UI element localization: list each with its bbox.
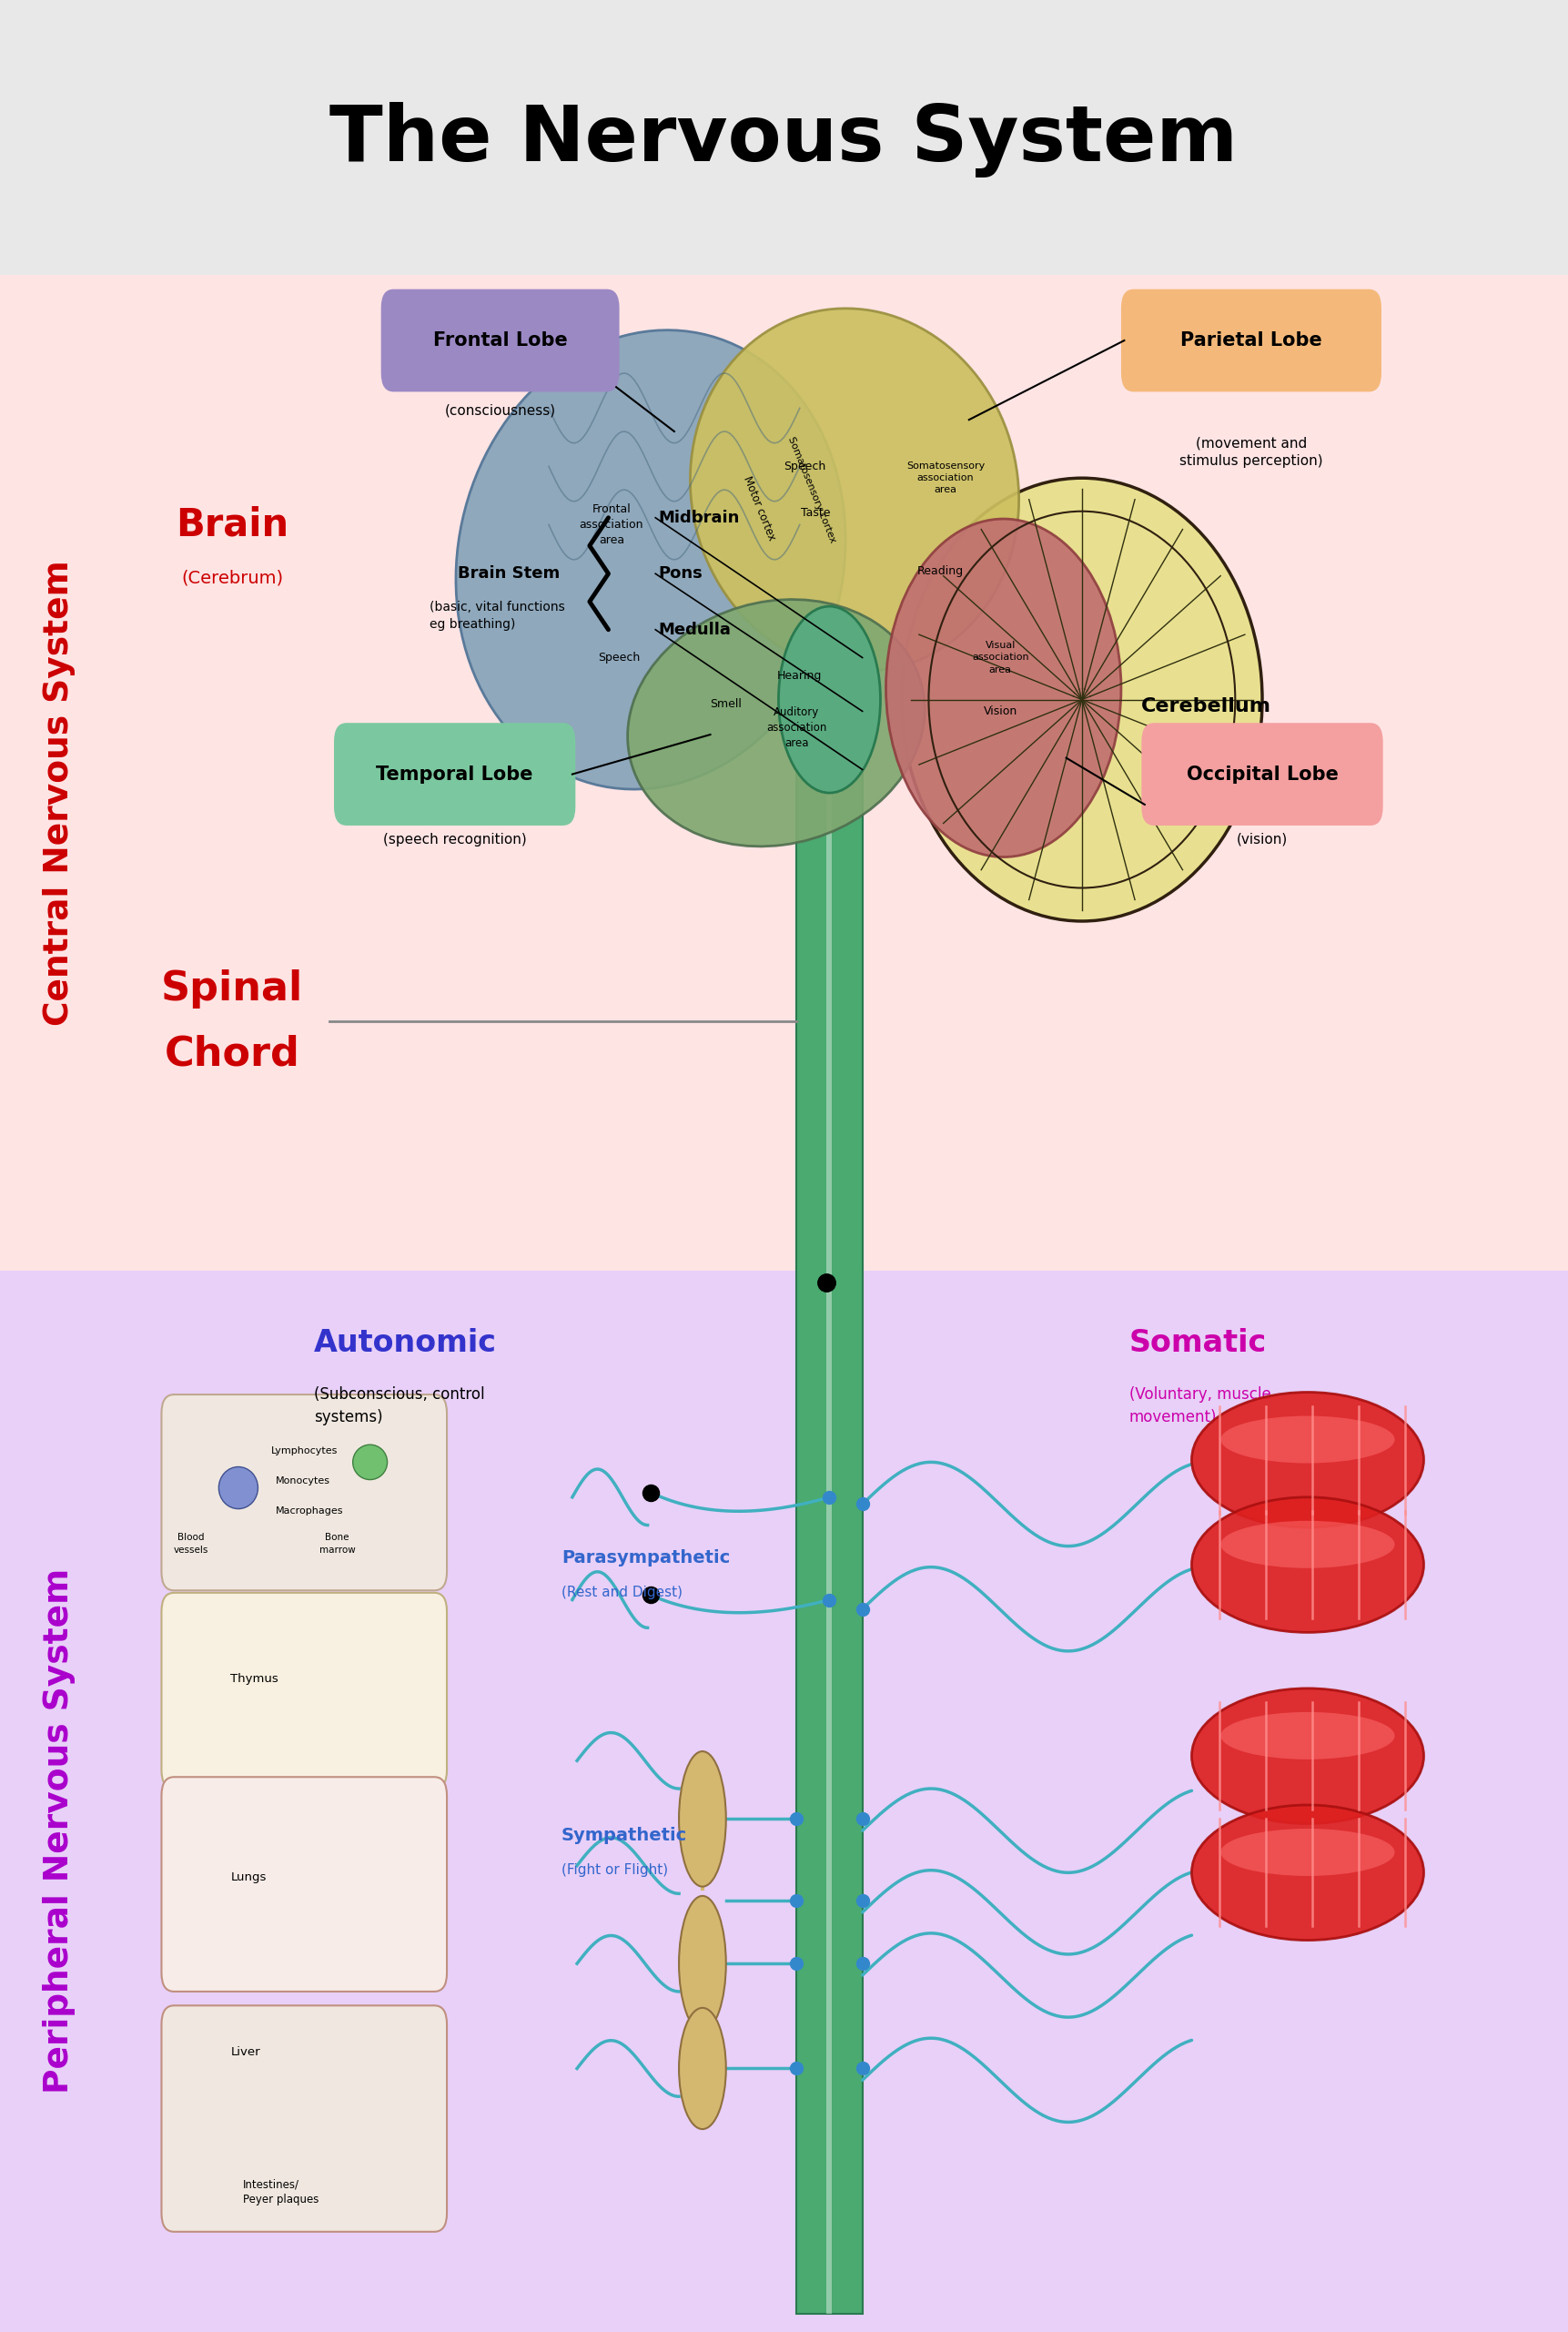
Text: Sympathetic: Sympathetic <box>561 1826 687 1845</box>
Text: Frontal Lobe: Frontal Lobe <box>433 331 568 350</box>
Text: Monocytes: Monocytes <box>276 1476 331 1485</box>
Ellipse shape <box>1220 1712 1396 1758</box>
Text: (movement co-ordination): (movement co-ordination) <box>1142 744 1325 758</box>
Bar <box>0 0 1568 275</box>
Ellipse shape <box>1192 1805 1424 1940</box>
Text: Brain Stem: Brain Stem <box>458 564 560 583</box>
Text: (Cerebrum): (Cerebrum) <box>180 569 284 588</box>
Bar <box>797 728 862 2313</box>
Bar <box>0 275 1568 1271</box>
Text: Reading: Reading <box>917 564 964 578</box>
Text: Blood
vessels: Blood vessels <box>174 1532 209 1555</box>
Text: (speech recognition): (speech recognition) <box>383 833 527 847</box>
Text: Thymus: Thymus <box>230 1672 279 1686</box>
Text: (basic, vital functions
eg breathing): (basic, vital functions eg breathing) <box>430 602 564 630</box>
Text: Medulla: Medulla <box>659 620 731 639</box>
Ellipse shape <box>1192 1688 1424 1824</box>
Ellipse shape <box>679 2008 726 2129</box>
Ellipse shape <box>886 520 1121 858</box>
Ellipse shape <box>1192 1497 1424 1632</box>
Text: Temporal Lobe: Temporal Lobe <box>376 765 533 784</box>
Text: Somatosensory
association
area: Somatosensory association area <box>906 462 985 494</box>
FancyBboxPatch shape <box>162 1777 447 1992</box>
Text: Bone
marrow: Bone marrow <box>318 1532 356 1555</box>
Text: Central Nervous System: Central Nervous System <box>44 560 75 1026</box>
FancyBboxPatch shape <box>334 723 575 826</box>
Text: Motor cortex: Motor cortex <box>740 473 778 543</box>
Ellipse shape <box>1220 1520 1396 1567</box>
Ellipse shape <box>1220 1416 1396 1462</box>
Text: (movement and
stimulus perception): (movement and stimulus perception) <box>1179 436 1323 469</box>
Ellipse shape <box>627 599 925 847</box>
Text: (Rest and Digest): (Rest and Digest) <box>561 1586 682 1600</box>
Text: Occipital Lobe: Occipital Lobe <box>1187 765 1338 784</box>
Ellipse shape <box>902 478 1262 921</box>
Ellipse shape <box>220 1467 259 1509</box>
Text: (Fight or Flight): (Fight or Flight) <box>561 1863 668 1877</box>
Text: (consciousness): (consciousness) <box>445 403 555 417</box>
Bar <box>0 1271 1568 2332</box>
Bar <box>826 728 831 2313</box>
Text: Taste: Taste <box>801 506 829 520</box>
Ellipse shape <box>456 331 845 788</box>
Text: (Subconscious, control
systems): (Subconscious, control systems) <box>314 1388 485 1425</box>
Text: Speech: Speech <box>784 459 825 473</box>
Text: Hearing: Hearing <box>778 669 822 683</box>
Ellipse shape <box>679 1751 726 1887</box>
Text: Lungs: Lungs <box>230 1870 267 1884</box>
Text: Chord: Chord <box>165 1035 299 1073</box>
Text: Visual
association
area: Visual association area <box>972 641 1029 674</box>
Ellipse shape <box>690 308 1019 672</box>
Text: Vision: Vision <box>983 704 1018 718</box>
Text: Somatosensory cortex: Somatosensory cortex <box>787 436 837 543</box>
Ellipse shape <box>779 606 881 793</box>
Text: Liver: Liver <box>230 2045 260 2059</box>
FancyBboxPatch shape <box>162 1395 447 1590</box>
Text: Somatic: Somatic <box>1129 1329 1267 1357</box>
Ellipse shape <box>679 1896 726 2031</box>
FancyBboxPatch shape <box>1121 289 1381 392</box>
Text: Intestines/
Peyer plaques: Intestines/ Peyer plaques <box>243 2178 318 2206</box>
Text: Autonomic: Autonomic <box>314 1329 497 1357</box>
Text: (Voluntary, muscle
movement): (Voluntary, muscle movement) <box>1129 1388 1270 1425</box>
Ellipse shape <box>1192 1392 1424 1527</box>
Text: Macrophages: Macrophages <box>276 1506 343 1516</box>
FancyBboxPatch shape <box>1142 723 1383 826</box>
FancyBboxPatch shape <box>381 289 619 392</box>
Text: (vision): (vision) <box>1237 833 1287 847</box>
Text: Frontal
association
area: Frontal association area <box>580 504 643 546</box>
Text: Pons: Pons <box>659 564 702 583</box>
Text: Auditory
association
area: Auditory association area <box>767 707 826 749</box>
Text: Brain: Brain <box>176 506 289 543</box>
Text: Peripheral Nervous System: Peripheral Nervous System <box>44 1567 75 2094</box>
Text: Smell: Smell <box>710 697 742 711</box>
Text: The Nervous System: The Nervous System <box>329 103 1239 177</box>
Text: Midbrain: Midbrain <box>659 508 740 527</box>
FancyBboxPatch shape <box>162 1593 447 1789</box>
Text: Speech: Speech <box>599 651 640 665</box>
Text: Cerebellum: Cerebellum <box>1142 697 1272 716</box>
Text: Parasympathetic: Parasympathetic <box>561 1548 731 1567</box>
Ellipse shape <box>353 1444 387 1481</box>
Text: Parietal Lobe: Parietal Lobe <box>1181 331 1322 350</box>
Text: Lymphocytes: Lymphocytes <box>271 1446 337 1455</box>
FancyBboxPatch shape <box>162 2006 447 2232</box>
Text: Spinal: Spinal <box>162 970 303 1007</box>
Ellipse shape <box>1220 1828 1396 1875</box>
